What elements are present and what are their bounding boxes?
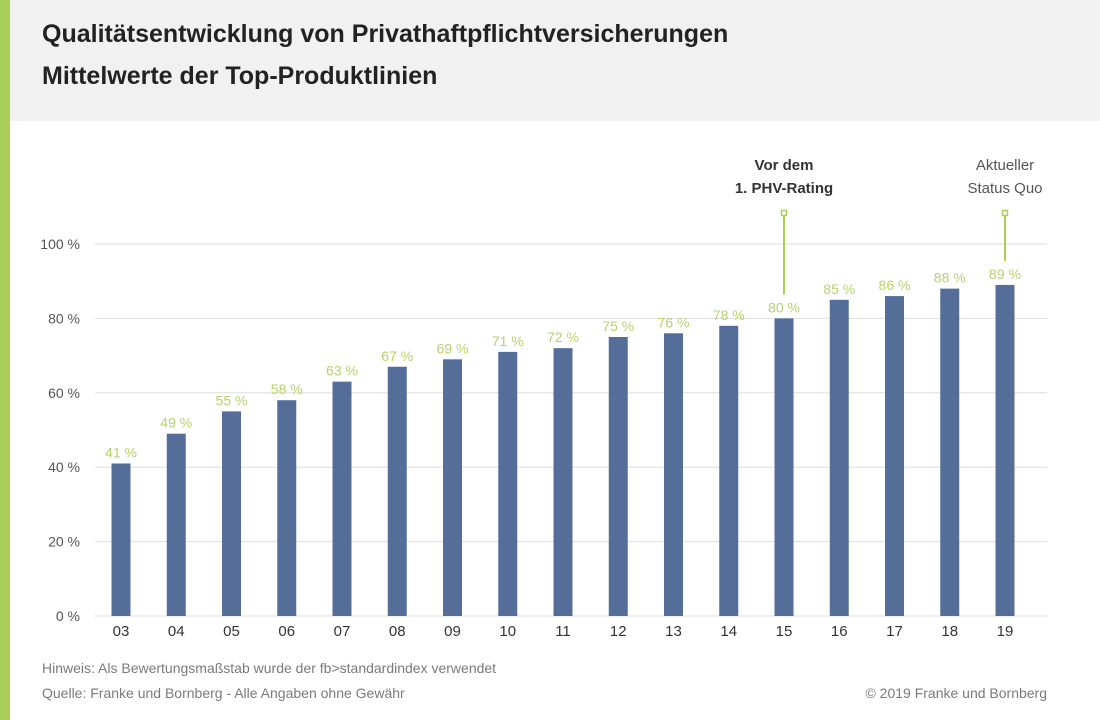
y-tick-label: 0 % [56,608,80,624]
x-tick-label: 17 [886,623,903,640]
bar [719,325,739,616]
data-label: 63 % [326,363,358,379]
bar [166,433,186,616]
bar [995,284,1015,616]
data-label: 85 % [823,281,855,297]
annotation-text: 1. PHV-Rating [735,180,833,197]
y-tick-label: 20 % [48,534,80,550]
bar [277,400,297,616]
data-label: 67 % [381,348,413,364]
y-tick-label: 100 % [40,236,80,252]
data-label: 55 % [216,392,248,408]
x-tick-label: 07 [334,623,351,640]
data-label: 49 % [160,415,192,431]
data-label: 89 % [989,266,1021,282]
bar [885,296,904,616]
data-label: 78 % [713,307,745,323]
y-tick-label: 80 % [48,310,80,326]
annotation-text: Aktueller [976,157,1034,174]
footer-source: Quelle: Franke und Bornberg - Alle Angab… [42,685,405,701]
data-label: 86 % [879,277,911,293]
x-tick-label: 12 [610,623,627,640]
data-label: 58 % [271,381,303,397]
annotation-text: Status Quo [967,180,1042,197]
data-label: 75 % [602,318,634,334]
x-tick-label: 03 [113,623,130,640]
header-panel [10,0,1100,121]
x-tick-label: 08 [389,623,406,640]
x-tick-label: 19 [997,623,1014,640]
chart-subtitle: Mittelwerte der Top-Produktlinien [42,62,438,90]
bar [332,381,352,616]
data-label: 88 % [934,270,966,286]
bar [829,299,849,616]
bar [608,337,628,616]
x-tick-label: 13 [665,623,682,640]
data-label: 41 % [105,444,137,460]
footer-copyright: © 2019 Franke und Bornberg [865,685,1047,701]
x-tick-label: 10 [499,623,516,640]
x-tick-label: 09 [444,623,461,640]
data-label: 72 % [547,329,579,345]
x-tick-label: 11 [555,623,571,640]
chart-title: Qualitätsentwicklung von Privathaftpflic… [42,20,729,48]
data-label: 69 % [437,340,469,356]
bar [774,318,794,616]
footer-note: Hinweis: Als Bewertungsmaßstab wurde der… [42,660,497,676]
bar [553,348,573,616]
x-tick-label: 18 [941,623,958,640]
annotation-marker [780,209,788,217]
data-label: 76 % [658,314,690,330]
bar [443,359,462,616]
annotation-text: Vor dem [755,157,814,174]
annotation-marker [1001,209,1009,217]
bar [387,366,407,616]
y-tick-label: 40 % [48,459,80,475]
y-tick-label: 60 % [48,385,80,401]
bar [664,333,683,616]
bar [222,411,241,616]
x-tick-label: 14 [720,623,737,640]
x-tick-label: 16 [831,623,848,640]
x-tick-label: 06 [278,623,295,640]
data-label: 80 % [768,299,800,315]
data-label: 71 % [492,333,524,349]
bar [498,351,518,616]
x-tick-label: 15 [776,623,793,640]
bar [111,463,131,616]
bar [940,288,960,616]
x-tick-label: 04 [168,623,185,640]
x-tick-label: 05 [223,623,240,640]
left-accent-bar [0,0,10,720]
